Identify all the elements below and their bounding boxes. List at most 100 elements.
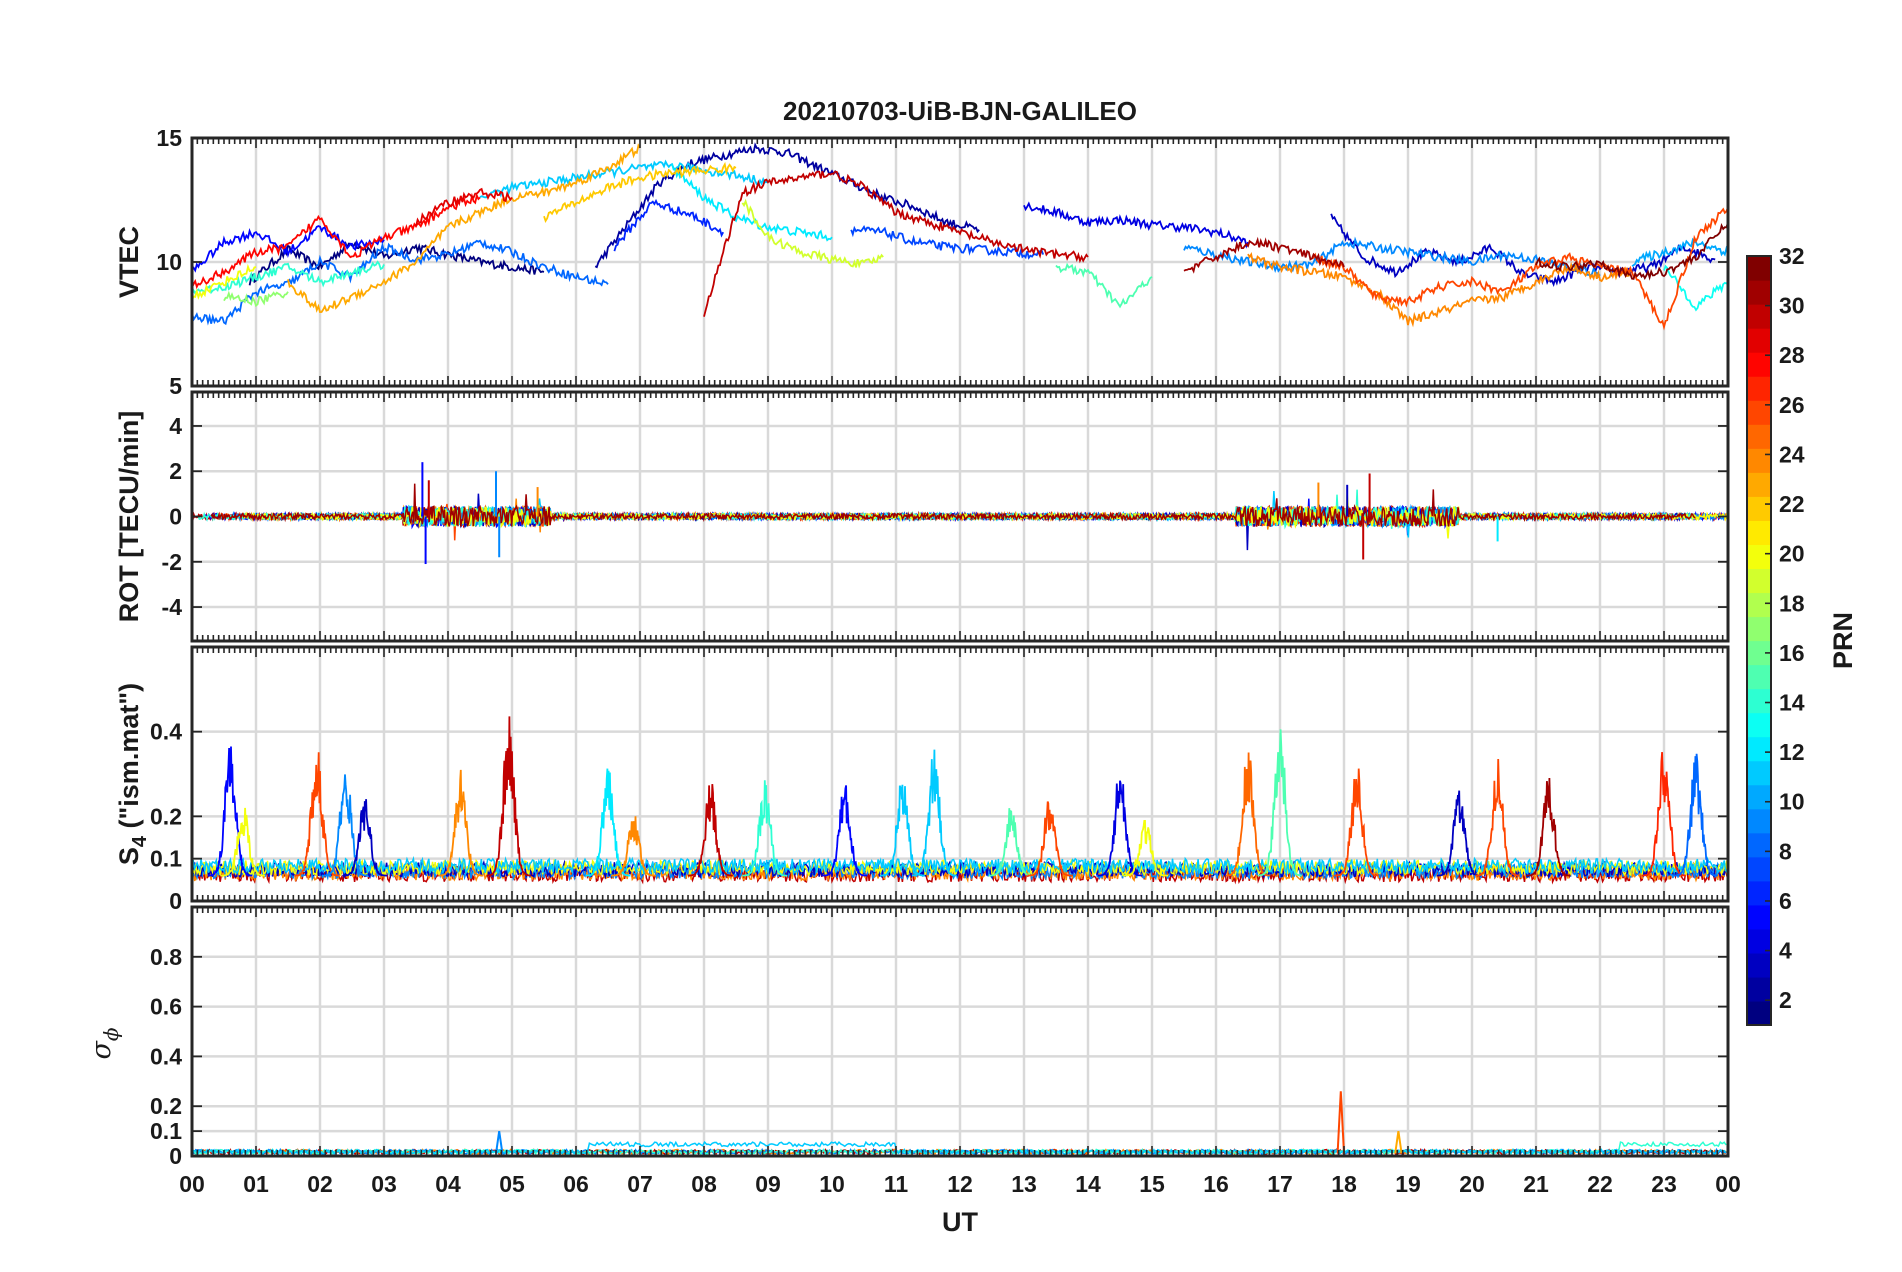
s4-peak-prn-26 [1475, 758, 1520, 877]
x-tick-label: 20 [1459, 1171, 1485, 1197]
s4-peak-prn-20 [220, 807, 265, 877]
y-tick-label-vtec: 15 [156, 125, 182, 151]
y-tick-label-sigma: 0.2 [150, 1093, 182, 1119]
colorbar-segment [1747, 376, 1771, 401]
colorbar-tick-label: 16 [1779, 640, 1805, 666]
x-tick-label: 07 [627, 1171, 653, 1197]
y-tick-label-rot: 2 [169, 458, 182, 484]
x-tick-label: 15 [1139, 1171, 1165, 1197]
colorbar-tick-label: 4 [1779, 938, 1792, 964]
x-tick-label: 22 [1587, 1171, 1613, 1197]
colorbar-tick-label: 18 [1779, 590, 1805, 616]
s4-baseline-prn-20 [191, 857, 1729, 878]
colorbar-frame [1746, 255, 1772, 1026]
vtec-series-prn-20 [191, 263, 257, 301]
s4-peak-prn-12 [585, 768, 631, 877]
colorbar-segment [1747, 832, 1771, 858]
vtec-series-prn-30 [703, 170, 1089, 317]
colorbar-segment [1747, 400, 1771, 425]
s4-peak-prn-5 [822, 785, 868, 877]
s4-peak-prn-11 [911, 749, 957, 877]
vtec-series-prn-15 [1055, 262, 1153, 309]
data-vtec [191, 142, 1729, 331]
s4-peak-prn-27 [1641, 752, 1686, 877]
vtec-series-prn-23 [287, 143, 641, 314]
sigma-peak-prn-26 [1336, 1091, 1345, 1154]
y-tick-label-rot: 0 [169, 504, 182, 530]
panel-vtec: 5 10 15 VTEC [114, 125, 1730, 399]
vtec-series-prn-10 [1631, 237, 1729, 267]
colorbar-segment [1747, 496, 1771, 521]
colorbar-segment [1747, 304, 1771, 329]
colorbar-tick-label: 22 [1779, 491, 1805, 517]
x-axis-label: UT [942, 1207, 978, 1237]
s4-peak-prn-3 [1436, 790, 1482, 877]
colorbar-segment [1747, 280, 1771, 305]
s4-peak-prn-24 [611, 816, 656, 877]
y-tick-label-sigma: 0.8 [150, 944, 182, 970]
y-tick-label-rot: -2 [162, 549, 182, 575]
data-rot [191, 462, 1729, 565]
colorbar-label: PRN [1828, 612, 1858, 669]
s4-peak-prn-26 [1334, 768, 1379, 877]
s4-peak-prn-25 [1225, 752, 1270, 877]
colorbar-tick-label: 2 [1779, 987, 1792, 1013]
colorbar-segment [1747, 760, 1771, 786]
y-axis-label-sigma: σϕ [86, 1027, 123, 1059]
y-tick-label-sigma: 0.4 [150, 1043, 182, 1069]
vtec-series-prn-5 [191, 225, 385, 273]
sigma-peak-prn-23 [1394, 1130, 1403, 1154]
y-axis-label-vtec: VTEC [114, 226, 144, 298]
x-tick-label: 10 [819, 1171, 845, 1197]
x-tick-label: 18 [1331, 1171, 1357, 1197]
x-tick-label: 23 [1651, 1171, 1677, 1197]
sigma-peak-prn-9 [495, 1130, 504, 1154]
vtec-series-prn-2 [594, 142, 980, 269]
colorbar-segment [1747, 952, 1771, 978]
s4-peak-prn-3 [342, 799, 388, 877]
colorbar-tick-label: 8 [1779, 838, 1792, 864]
colorbar-segment [1747, 448, 1771, 473]
vtec-series-prn-26 [1311, 207, 1729, 331]
x-tick-label: 00 [1715, 1171, 1741, 1197]
x-tick-label: 03 [371, 1171, 397, 1197]
vtec-series-prn-29 [415, 187, 513, 227]
vtec-series-prn-12 [671, 163, 833, 242]
vtec-series-prn-31 [1183, 236, 1345, 274]
x-tick-label: 19 [1395, 1171, 1421, 1197]
colorbar-segment [1747, 472, 1771, 497]
x-tick-label: 09 [755, 1171, 781, 1197]
s4-peak-prn-15 [988, 808, 1034, 877]
y-tick-label-sigma: 0 [169, 1143, 182, 1169]
colorbar-tick-label: 24 [1779, 441, 1805, 467]
x-tick-label: 01 [243, 1171, 269, 1197]
colorbar-segment [1747, 352, 1771, 377]
s4-peak-prn-30 [688, 784, 733, 877]
s4-peak-prn-9 [323, 774, 368, 877]
y-tick-label-s4: 0.1 [150, 846, 182, 872]
colorbar-segment [1747, 520, 1771, 545]
y-tick-label-sigma: 0.1 [150, 1118, 182, 1144]
panel-sigma: 00.10.2 0.4 0.6 0.8 σϕ 00 01 02 03 04 05 06 07 08 09 10… [86, 905, 1741, 1197]
colorbar-segment [1747, 568, 1771, 594]
colorbar-tick-label: 10 [1779, 789, 1805, 815]
vtec-series-prn-22 [543, 161, 737, 224]
vtec-series-prn-1 [248, 240, 545, 286]
s4-peak-prn-20 [1123, 820, 1168, 877]
colorbar-segment [1747, 616, 1771, 642]
colorbar-segment [1747, 592, 1771, 618]
panel-s4: 0 0.1 0.2 0.4S4 ("ism.mat") [114, 645, 1730, 914]
x-tick-label: 04 [435, 1171, 461, 1197]
s4-peak-prn-14 [742, 780, 788, 877]
vtec-series-prn-7 [850, 225, 1045, 260]
colorbar-segment [1747, 976, 1771, 1002]
colorbar-tick-label: 28 [1779, 342, 1805, 368]
x-tick-label: 17 [1267, 1171, 1293, 1197]
y-tick-label-rot: 4 [169, 413, 182, 439]
vtec-series-prn-19 [741, 198, 884, 269]
s4-peak-prn-24 [438, 769, 484, 877]
vtec-series-prn-11 [479, 159, 769, 199]
vtec-series-prn-6 [613, 198, 724, 252]
colorbar-tick-label: 30 [1779, 293, 1805, 319]
